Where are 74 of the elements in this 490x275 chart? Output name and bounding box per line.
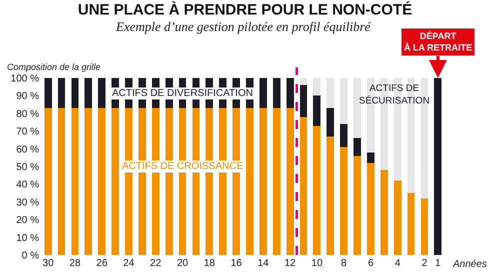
bar xyxy=(98,108,106,255)
bar xyxy=(326,136,334,255)
x-tick-label: 24 xyxy=(123,258,135,269)
bar xyxy=(367,162,374,255)
bar xyxy=(326,108,334,136)
bar xyxy=(98,78,106,108)
bar xyxy=(340,124,348,148)
bar xyxy=(407,193,415,255)
y-axis-title: Composition de la grille xyxy=(7,62,101,72)
bar xyxy=(246,108,254,255)
x-tick-label: 2 xyxy=(422,258,428,269)
y-tick-label: 70 % xyxy=(16,126,40,138)
bar xyxy=(112,108,119,255)
bar xyxy=(272,78,280,108)
bar xyxy=(313,126,321,255)
y-tick-label: 60 % xyxy=(16,144,40,156)
y-tick-label: 0 % xyxy=(22,250,40,262)
x-tick-label: 4 xyxy=(394,258,401,269)
x-tick-label: 12 xyxy=(284,258,296,269)
bar xyxy=(420,198,428,255)
y-tick-label: 100 % xyxy=(10,74,40,84)
bar xyxy=(354,138,361,156)
bar xyxy=(326,78,334,108)
chart-subtitle: Exemple d’une gestion pilotée en profil équilibré xyxy=(115,19,372,34)
y-tick-label: 40 % xyxy=(16,180,40,191)
bar xyxy=(272,108,280,255)
x-tick-label: 30 xyxy=(42,258,54,269)
bar xyxy=(58,108,66,255)
bar xyxy=(71,78,79,108)
bar xyxy=(84,78,92,108)
series-label: ACTIFS DE CROISSANCE xyxy=(122,161,244,172)
bar xyxy=(380,170,388,255)
bar xyxy=(313,96,321,126)
x-tick-label: 14 xyxy=(258,258,270,269)
series-label: ACTIFS DE DIVERSIFICATION xyxy=(112,88,253,99)
x-tick-label: 22 xyxy=(150,258,162,269)
x-tick-label: 26 xyxy=(96,258,108,269)
x-tick-label: 10 xyxy=(311,258,323,269)
bar xyxy=(259,78,267,108)
y-tick-label: 50 % xyxy=(16,162,40,173)
bar xyxy=(354,78,361,138)
x-tick-label: 8 xyxy=(341,258,348,269)
bar xyxy=(58,78,66,108)
bar xyxy=(44,108,52,255)
y-tick-label: 10 % xyxy=(16,232,40,244)
y-tick-label: 90 % xyxy=(16,91,40,102)
bar xyxy=(340,78,348,124)
annotation: DÉPART À LA RETRAITE xyxy=(404,31,472,53)
chart-title: UNE PLACE À PRENDRE POUR LE NON-COTÉ xyxy=(78,0,412,19)
y-tick-label: 30 % xyxy=(16,197,40,208)
bar xyxy=(259,108,267,255)
bar xyxy=(84,108,92,255)
x-axis-title: Années xyxy=(452,259,487,270)
x-tick-label: 20 xyxy=(176,258,188,269)
x-tick-label: 6 xyxy=(368,258,374,269)
bar xyxy=(340,147,348,255)
bar xyxy=(394,180,402,255)
x-tick-label: 28 xyxy=(69,258,81,269)
x-tick-label: 18 xyxy=(204,258,216,269)
y-tick-label: 20 % xyxy=(16,215,40,226)
bar xyxy=(286,108,294,255)
bar xyxy=(44,78,52,108)
bar xyxy=(71,108,79,255)
y-tick-label: 80 % xyxy=(16,108,40,120)
x-tick-label: 1 xyxy=(435,258,442,269)
bar xyxy=(300,85,308,117)
bar xyxy=(354,156,361,255)
bar xyxy=(367,152,374,163)
x-tick-label: 16 xyxy=(230,258,242,269)
bar xyxy=(300,78,308,86)
series-label: ACTIFS DE SÉCURISATION xyxy=(359,83,430,106)
bar xyxy=(300,116,308,255)
bar xyxy=(313,78,321,96)
bar xyxy=(286,78,294,108)
